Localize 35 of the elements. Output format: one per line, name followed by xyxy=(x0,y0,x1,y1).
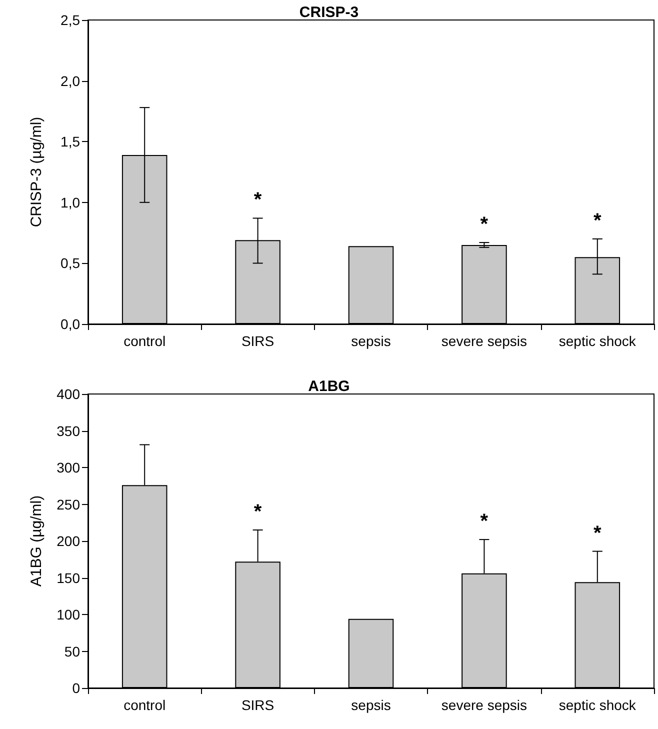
y-tick-label: 100 xyxy=(56,606,80,622)
y-tick-label: 2,0 xyxy=(60,72,80,89)
y-tick-label: 2,5 xyxy=(60,12,80,28)
y-tick-label: 350 xyxy=(56,422,80,439)
data-label: * xyxy=(480,510,488,533)
x-tick-label: SIRS xyxy=(241,697,274,713)
y-tick-label: 1,5 xyxy=(60,134,80,150)
y-tick-label: 0,5 xyxy=(60,255,80,272)
y-tick-label: 300 xyxy=(56,460,80,476)
y-tick-label: 400 xyxy=(56,386,80,402)
x-tick-label: septic shock xyxy=(558,697,637,713)
y-tick-label: 0,0 xyxy=(60,316,80,332)
x-tick-label: sepsis xyxy=(351,697,391,713)
y-tick-label: 1,0 xyxy=(60,194,80,210)
y-tick-label: 250 xyxy=(56,496,80,512)
y-tick-label: 50 xyxy=(64,643,80,660)
x-tick-label: control xyxy=(124,333,166,349)
data-label: * xyxy=(594,210,602,232)
data-label: * xyxy=(254,189,262,212)
x-tick-label: control xyxy=(124,697,166,713)
y-tick-label: 150 xyxy=(56,570,80,586)
x-tick-label: severe sepsis xyxy=(441,333,527,349)
x-tick-label: septic shock xyxy=(558,333,637,349)
chart-title: CRISP-3 xyxy=(299,4,359,21)
data-label: * xyxy=(594,522,602,544)
x-tick-label: sepsis xyxy=(351,333,391,349)
y-tick-label: 200 xyxy=(56,533,80,549)
x-tick-label: SIRS xyxy=(241,333,274,349)
data-label: * xyxy=(254,500,262,523)
y-axis-title: A1BG (µg/ml) xyxy=(28,495,45,587)
y-axis-title: CRISP-3 (µg/ml) xyxy=(28,116,45,228)
x-tick-label: severe sepsis xyxy=(441,697,527,713)
y-tick-label: 0 xyxy=(72,680,80,696)
chart-title: A1BG xyxy=(308,378,350,395)
data-label: * xyxy=(480,214,488,236)
